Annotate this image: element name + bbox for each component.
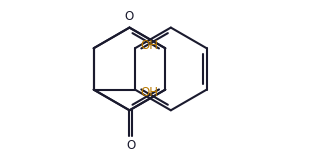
Text: O: O: [125, 10, 134, 23]
Text: O: O: [126, 139, 135, 152]
Text: OH: OH: [140, 39, 158, 52]
Text: OH: OH: [140, 86, 158, 99]
